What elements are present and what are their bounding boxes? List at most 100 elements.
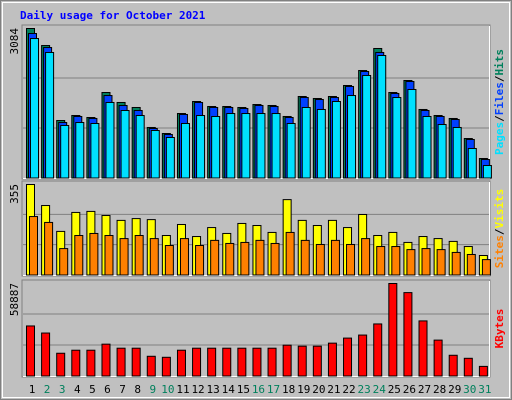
bar: [358, 334, 368, 377]
bar: [74, 235, 84, 276]
bar: [331, 101, 341, 179]
bar: [286, 122, 296, 179]
bar: [150, 129, 160, 179]
x-tick-label: 19: [297, 383, 310, 396]
bar: [75, 122, 85, 179]
bar: [452, 126, 462, 179]
bar: [29, 216, 38, 276]
legend-entry: Files: [493, 82, 506, 115]
bar: [362, 74, 372, 179]
bar: [436, 249, 446, 276]
x-tick-label: 2: [44, 383, 51, 396]
bar: [255, 239, 265, 276]
bar: [180, 122, 190, 179]
bar: [196, 115, 206, 179]
x-tick-label: 7: [119, 383, 126, 396]
bar: [146, 355, 156, 377]
bar: [164, 245, 174, 276]
bar: [44, 221, 54, 276]
x-tick-label: 3: [59, 383, 66, 396]
bar: [285, 231, 295, 276]
bar: [361, 238, 371, 276]
bar: [134, 235, 144, 276]
bar: [391, 246, 401, 276]
x-tick-label: 21: [327, 383, 340, 396]
bar: [86, 349, 96, 377]
bar: [116, 347, 126, 377]
bar: [392, 97, 402, 179]
x-tick-label: 22: [342, 383, 355, 396]
bar: [451, 251, 461, 276]
bar: [119, 238, 129, 276]
x-tick-label: 18: [282, 383, 295, 396]
bar: [226, 113, 236, 179]
bar: [256, 113, 266, 179]
bar: [101, 343, 111, 377]
x-tick-label: 25: [388, 383, 401, 396]
bar: [135, 115, 145, 179]
bar: [90, 122, 100, 179]
bar: [211, 115, 221, 179]
bar: [388, 283, 398, 377]
bar: [45, 51, 55, 179]
legend: KBytes: [493, 309, 506, 349]
bar: [421, 248, 431, 276]
legend-entry: Visits: [493, 189, 506, 229]
bar: [41, 332, 51, 377]
x-tick-label: 28: [433, 383, 446, 396]
legend-entry: Pages: [493, 122, 506, 155]
bar: [225, 242, 235, 276]
bar: [267, 347, 277, 377]
bar: [467, 147, 477, 179]
bar: [271, 113, 281, 179]
x-tick-label: 24: [373, 383, 387, 396]
bar: [176, 349, 186, 377]
bar: [377, 54, 387, 179]
bar: [297, 345, 307, 377]
legend: Pages/Files/Hits: [493, 49, 506, 155]
x-tick-label: 26: [403, 383, 416, 396]
x-tick-label: 15: [237, 383, 250, 396]
bar: [418, 320, 428, 377]
x-tick-label: 17: [267, 383, 280, 396]
x-tick-label: 14: [222, 383, 236, 396]
x-tick-label: 13: [207, 383, 220, 396]
x-tick-label: 5: [89, 383, 96, 396]
bar: [179, 238, 189, 276]
x-tick-label: 4: [74, 383, 81, 396]
bar: [346, 243, 356, 276]
bar: [104, 235, 114, 276]
bar: [240, 241, 250, 276]
legend-entry: KBytes: [493, 309, 506, 349]
bar: [407, 88, 417, 179]
bar: [26, 325, 35, 377]
bar: [59, 248, 69, 276]
bar: [300, 239, 310, 276]
bar: [482, 165, 492, 179]
x-tick-label: 31: [478, 383, 491, 396]
bar: [89, 232, 99, 276]
bar: [241, 113, 251, 179]
x-tick-label: 8: [134, 383, 141, 396]
bar: [30, 38, 39, 179]
bar: [406, 249, 416, 276]
bar: [165, 136, 175, 179]
bar: [195, 245, 205, 276]
legend-separator: /: [493, 115, 506, 122]
legend-separator: /: [493, 75, 506, 82]
bar: [347, 95, 357, 179]
bar: [301, 106, 311, 179]
x-tick-label: 12: [191, 383, 204, 396]
bar: [330, 239, 340, 276]
chart-title: Daily usage for October 2021: [20, 9, 206, 22]
bar: [71, 349, 81, 377]
bar: [252, 347, 262, 377]
x-tick-label: 16: [252, 383, 265, 396]
x-tick-label: 10: [161, 383, 174, 396]
bar: [105, 101, 115, 179]
bar: [466, 253, 476, 276]
bar: [422, 115, 432, 179]
